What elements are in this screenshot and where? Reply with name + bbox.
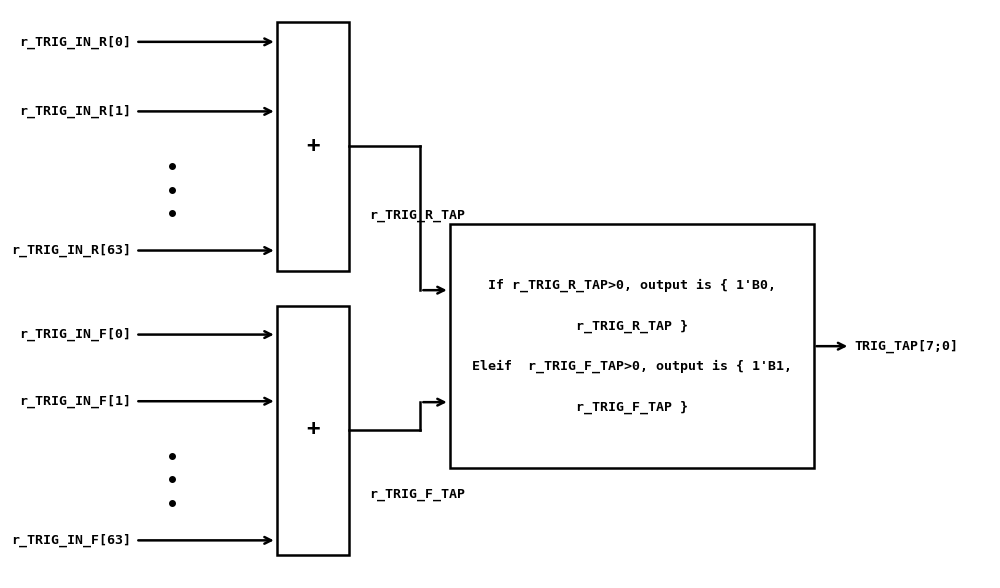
Text: If r_TRIG_R_TAP>0, output is { 1'B0,: If r_TRIG_R_TAP>0, output is { 1'B0, (488, 279, 776, 292)
Text: r_TRIG_IN_R[0]: r_TRIG_IN_R[0] (19, 35, 131, 48)
Text: TRIG_TAP[7;0]: TRIG_TAP[7;0] (855, 339, 959, 353)
Text: r_TRIG_F_TAP: r_TRIG_F_TAP (369, 488, 465, 501)
Text: r_TRIG_R_TAP: r_TRIG_R_TAP (369, 209, 465, 222)
Text: r_TRIG_F_TAP }: r_TRIG_F_TAP } (576, 400, 688, 414)
Bar (277, 306, 349, 555)
Text: Eleif  r_TRIG_F_TAP>0, output is { 1'B1,: Eleif r_TRIG_F_TAP>0, output is { 1'B1, (472, 360, 792, 373)
Text: r_TRIG_IN_F[1]: r_TRIG_IN_F[1] (19, 395, 131, 408)
Text: r_TRIG_R_TAP }: r_TRIG_R_TAP } (576, 319, 688, 333)
Text: r_TRIG_IN_F[0]: r_TRIG_IN_F[0] (19, 328, 131, 341)
Bar (450, 225, 814, 468)
Text: +: + (306, 419, 320, 439)
Text: r_TRIG_IN_R[1]: r_TRIG_IN_R[1] (19, 105, 131, 118)
Text: r_TRIG_IN_R[63]: r_TRIG_IN_R[63] (11, 244, 131, 257)
Text: r_TRIG_IN_F[63]: r_TRIG_IN_F[63] (11, 534, 131, 547)
Text: +: + (306, 136, 320, 156)
Bar (277, 22, 349, 271)
